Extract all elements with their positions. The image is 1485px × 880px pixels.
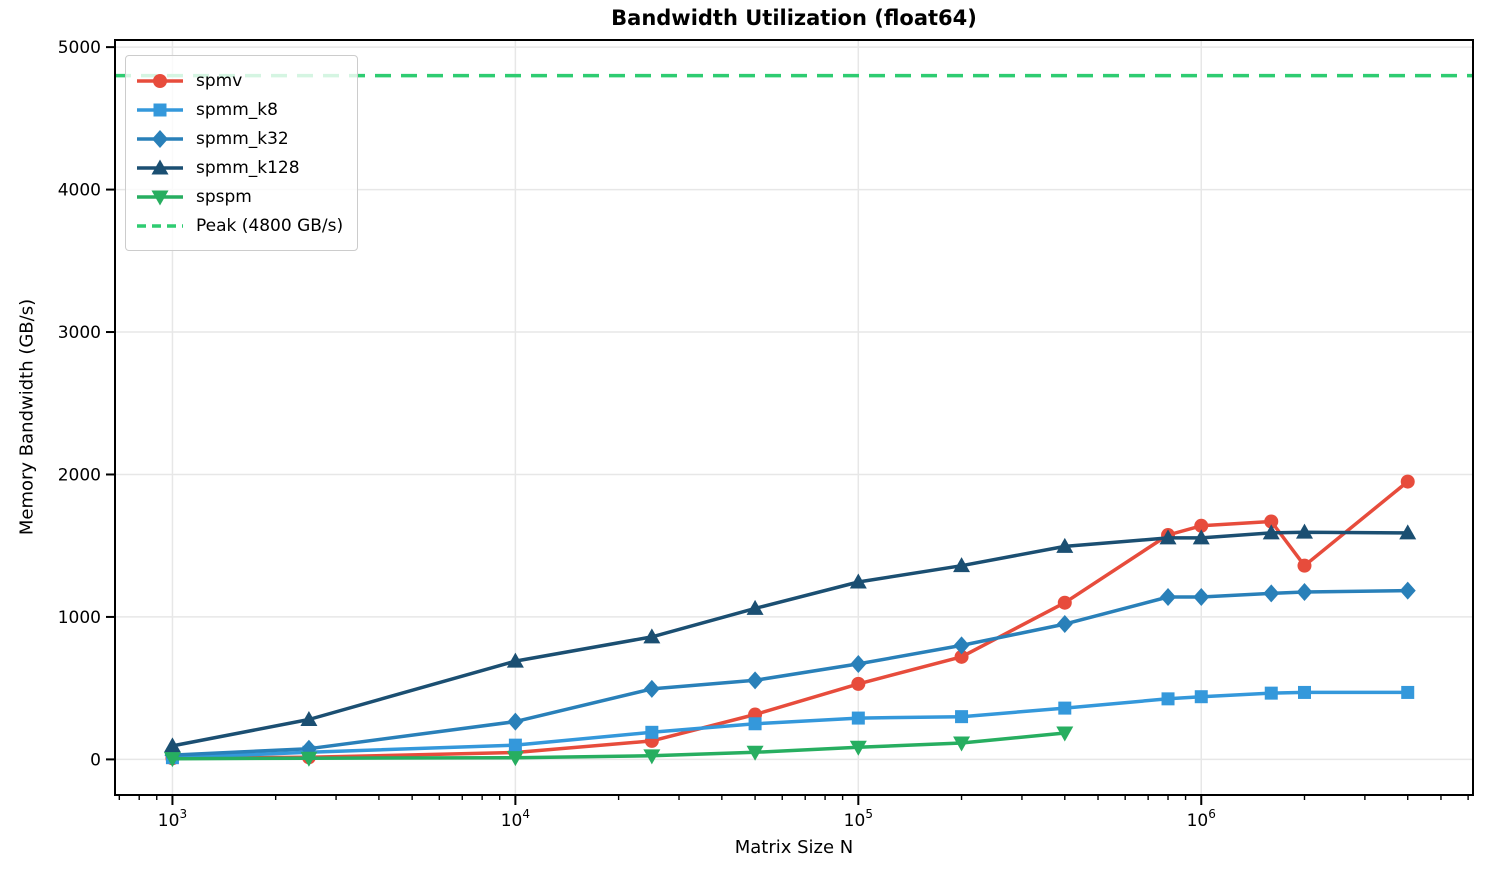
circle-legend-marker	[137, 73, 183, 88]
y-axis: 0 1000 2000 3000 4000 5000	[58, 38, 115, 770]
y-tick-label: 1000	[58, 608, 101, 628]
legend-label: spmm_k32	[196, 128, 289, 149]
triangle-down-legend-marker	[137, 190, 183, 205]
legend-item-spmv: spmv	[136, 67, 343, 94]
y-tick-label: 2000	[58, 465, 101, 485]
triangle-up-legend-marker	[137, 159, 183, 174]
x-tick-label: 104	[501, 807, 530, 831]
series-spmm_k32	[164, 581, 1416, 765]
legend-label: spmm_k8	[196, 99, 278, 120]
legend-label: Peak (4800 GB/s)	[196, 215, 344, 236]
series-spspm	[163, 726, 1074, 768]
x-axis: 103 104 105 106	[118, 795, 1469, 831]
legend-item-peak-4800-gb-s: Peak (4800 GB/s)	[136, 212, 343, 239]
x-tick-label: 105	[844, 807, 873, 831]
legend-label: spspm	[196, 186, 252, 207]
plot-border	[114, 39, 1474, 796]
legend-label: spmv	[196, 70, 243, 91]
y-tick-label: 5000	[58, 38, 101, 58]
x-tick-label: 106	[1187, 807, 1216, 831]
y-axis-label: Memory Bandwidth (GB/s)	[16, 298, 38, 536]
legend-item-spspm: spspm	[136, 183, 343, 210]
series-spmm_k8	[165, 685, 1415, 765]
legend-label: spmm_k128	[196, 157, 300, 178]
dashed-line-legend-marker	[137, 223, 183, 228]
legend-item-spmm-k32: spmm_k32	[136, 125, 343, 152]
square-legend-marker	[137, 103, 183, 116]
x-tick-label: 103	[158, 807, 187, 831]
legend-item-spmm-k8: spmm_k8	[136, 96, 343, 123]
chart-title: Bandwidth Utilization (float64)	[611, 6, 977, 30]
x-axis-label: Matrix Size N	[734, 837, 854, 858]
y-tick-label: 0	[90, 750, 101, 770]
y-tick-label: 4000	[58, 181, 101, 201]
series-spmm_k128	[163, 523, 1417, 753]
legend-item-spmm-k128: spmm_k128	[136, 154, 343, 181]
diamond-legend-marker	[137, 129, 183, 148]
y-tick-label: 3000	[58, 323, 101, 343]
